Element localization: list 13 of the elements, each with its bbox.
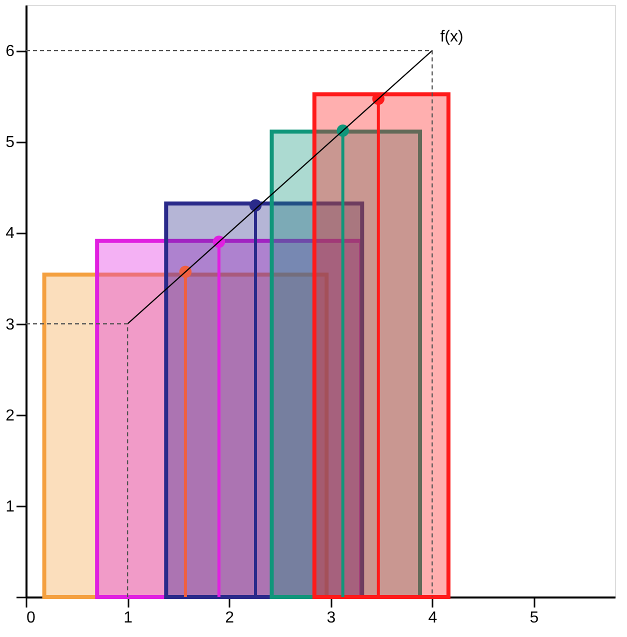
x-tick-label: 0 (26, 610, 36, 626)
y-tick-label: 1 (6, 498, 15, 516)
y-tick-label: 6 (6, 43, 15, 60)
x-tick-label: 5 (530, 610, 539, 626)
x-tick-label: 4 (428, 610, 438, 626)
y-tick-label: 3 (6, 316, 15, 334)
y-tick-label: 5 (6, 134, 15, 152)
y-tick-label: 2 (6, 407, 15, 424)
x-tick-label: 2 (225, 610, 234, 626)
x-tick-label: 3 (326, 610, 336, 626)
y-tick-label: 4 (6, 225, 15, 242)
x-tick-label: 1 (124, 610, 133, 626)
annotation: f(x) (440, 28, 464, 46)
